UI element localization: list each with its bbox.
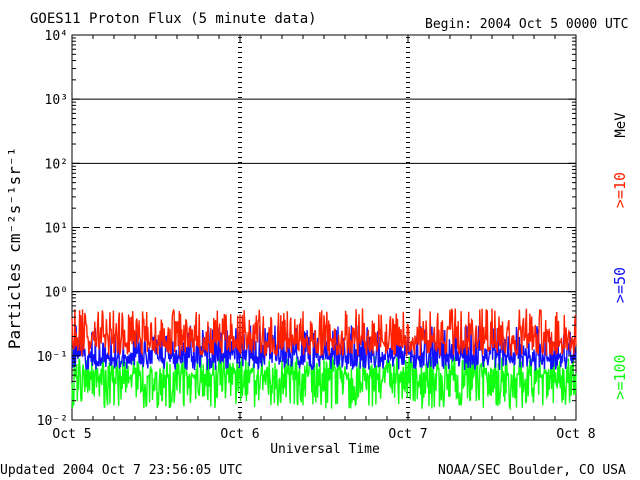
- credit-text: NOAA/SEC Boulder, CO USA: [438, 463, 626, 478]
- y-axis: 10⁻² 10⁻¹ 10⁰ 10¹ 10² 10³ 10⁴: [37, 29, 576, 429]
- legend: >=10 >=50 >=100: [611, 172, 629, 400]
- chart-title: GOES11 Proton Flux (5 minute data): [30, 11, 317, 27]
- x-tick-label: Oct 6: [220, 427, 259, 442]
- day-separator-ticks: [238, 37, 410, 418]
- x-tick-label: Oct 8: [556, 427, 595, 442]
- updated-timestamp: Updated 2004 Oct 7 23:56:05 UTC: [0, 463, 243, 478]
- y-tick-label: 10⁻¹: [37, 350, 68, 365]
- x-axis-label: Universal Time: [270, 442, 380, 457]
- y-tick-label: 10²: [45, 157, 68, 172]
- y-tick-label: 10⁴: [45, 29, 68, 44]
- legend-entry: >=100: [611, 354, 629, 399]
- legend-entry: >=10: [611, 172, 629, 208]
- y-tick-label: 10⁻²: [37, 414, 68, 429]
- x-axis: Oct 5 Oct 6 Oct 7 Oct 8: [52, 35, 596, 442]
- unit-label-mev: MeV: [613, 112, 629, 138]
- begin-date: Begin: 2004 Oct 5 0000 UTC: [425, 17, 629, 32]
- threshold-lines: [72, 98, 576, 293]
- y-tick-label: 10¹: [45, 222, 68, 237]
- x-tick-label: Oct 7: [388, 427, 427, 442]
- x-tick-label: Oct 5: [52, 427, 91, 442]
- series-layer: [71, 308, 577, 411]
- y-tick-label: 10³: [45, 93, 68, 108]
- legend-entry: >=50: [611, 267, 629, 303]
- y-tick-label: 10⁰: [45, 286, 68, 301]
- y-axis-label: Particles cm⁻²s⁻¹sr⁻¹: [5, 147, 24, 349]
- series-line-0: [71, 308, 577, 358]
